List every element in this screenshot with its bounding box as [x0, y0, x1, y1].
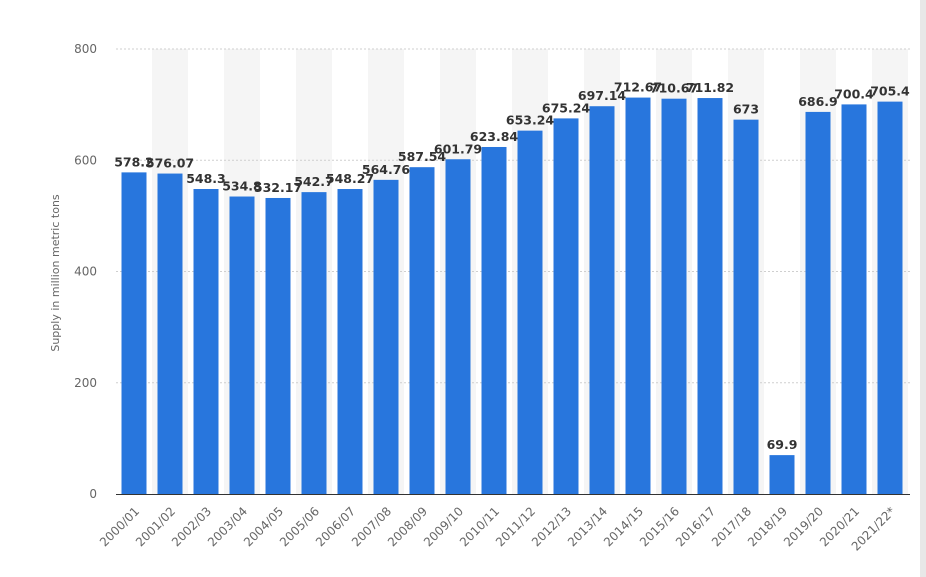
data-label: 705.4 [870, 84, 910, 99]
y-tick-label: 800 [74, 42, 97, 56]
data-label: 653.24 [506, 113, 555, 128]
data-label: 548.3 [186, 171, 226, 186]
x-axis-ticks: 2000/012001/022002/032003/042004/052005/… [97, 504, 898, 553]
data-label: 576.07 [146, 156, 194, 171]
data-label: 697.14 [578, 88, 627, 103]
scrollbar-edge [920, 0, 926, 577]
bar [373, 179, 399, 495]
bar [409, 167, 435, 494]
bar [733, 119, 759, 495]
bar [157, 173, 183, 494]
y-axis-label: Supply in million metric tons [49, 194, 62, 352]
data-label: 69.9 [767, 437, 798, 452]
bar [517, 130, 543, 494]
data-label: 711.82 [686, 80, 734, 95]
data-label: 587.54 [398, 149, 447, 164]
data-label: 675.24 [542, 100, 591, 115]
bar [193, 189, 219, 494]
bar [265, 197, 291, 494]
bar [661, 98, 687, 494]
bars [121, 97, 903, 495]
bar [337, 189, 363, 494]
bar [553, 118, 579, 494]
data-label: 712.67 [614, 80, 662, 95]
bar [769, 455, 795, 494]
data-label: 686.9 [798, 94, 838, 109]
bar [481, 146, 507, 494]
data-label: 673 [733, 102, 759, 117]
data-label: 578.2 [114, 154, 154, 169]
y-tick-label: 200 [74, 376, 97, 390]
data-label: 564.76 [362, 162, 411, 177]
data-label: 542.7 [294, 174, 334, 189]
data-label: 548.27 [326, 171, 374, 186]
bar [445, 159, 471, 494]
bar [121, 172, 147, 494]
data-label: 710.67 [650, 81, 698, 96]
data-label: 700.4 [834, 86, 874, 101]
y-axis-ticks: 0 200 400 600 800 [74, 42, 97, 501]
bar [589, 106, 615, 494]
bar [301, 192, 327, 495]
y-tick-label: 400 [74, 265, 97, 279]
data-label: 534.8 [222, 179, 262, 194]
bar [805, 111, 831, 495]
bar [877, 101, 903, 494]
data-label: 601.79 [434, 141, 482, 156]
y-tick-label: 600 [74, 153, 97, 167]
data-label: 532.17 [254, 180, 302, 195]
data-labels: 578.2576.07548.3534.8532.17542.7548.2756… [114, 80, 910, 453]
data-label: 623.84 [470, 129, 519, 144]
bar [625, 97, 651, 494]
bar [697, 98, 723, 495]
bar [229, 196, 255, 494]
bar [841, 104, 867, 494]
y-tick-label: 0 [89, 487, 97, 501]
